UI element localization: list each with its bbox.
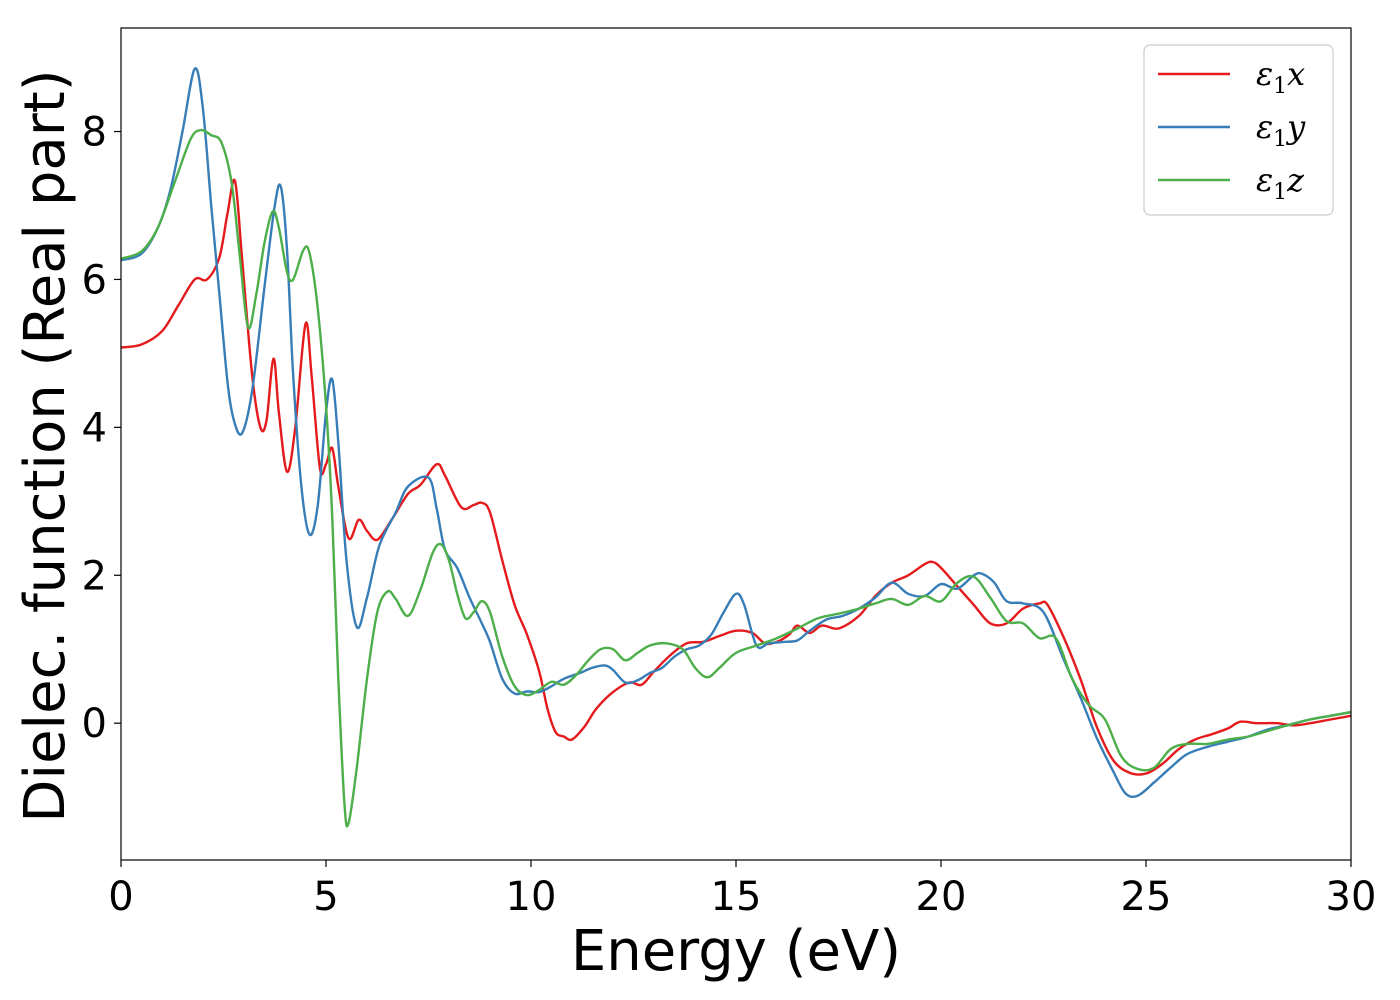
x-tick-label: 0 bbox=[108, 874, 133, 920]
series-line-z bbox=[121, 128, 1351, 828]
x-tick-label: 30 bbox=[1326, 874, 1377, 920]
series-line-x bbox=[121, 178, 1351, 776]
plot-lines bbox=[121, 67, 1351, 828]
x-tick-label: 25 bbox=[1121, 874, 1172, 920]
legend-label: ε1z bbox=[1256, 161, 1305, 205]
x-tick-label: 10 bbox=[506, 874, 557, 920]
x-tick-label: 5 bbox=[313, 874, 338, 920]
x-axis-title: Energy (eV) bbox=[571, 919, 901, 984]
y-axis-title: Dielec. function (Real part) bbox=[13, 69, 78, 822]
y-axis-ticks: 0 2 4 6 8 bbox=[82, 110, 121, 747]
y-tick-label: 2 bbox=[82, 553, 107, 599]
y-tick-label: 8 bbox=[82, 110, 107, 156]
x-tick-label: 20 bbox=[916, 874, 967, 920]
y-tick-label: 6 bbox=[82, 257, 107, 303]
y-tick-label: 4 bbox=[82, 405, 107, 451]
legend-box bbox=[1143, 44, 1334, 216]
y-tick-label: 0 bbox=[82, 701, 107, 747]
legend-label: ε1y bbox=[1256, 108, 1306, 152]
legend-label: ε1x bbox=[1256, 55, 1305, 99]
x-tick-label: 15 bbox=[711, 874, 762, 920]
legend: ε1x ε1y ε1z bbox=[1143, 44, 1334, 216]
x-axis-ticks: 0 5 10 15 20 25 30 bbox=[108, 860, 1376, 920]
